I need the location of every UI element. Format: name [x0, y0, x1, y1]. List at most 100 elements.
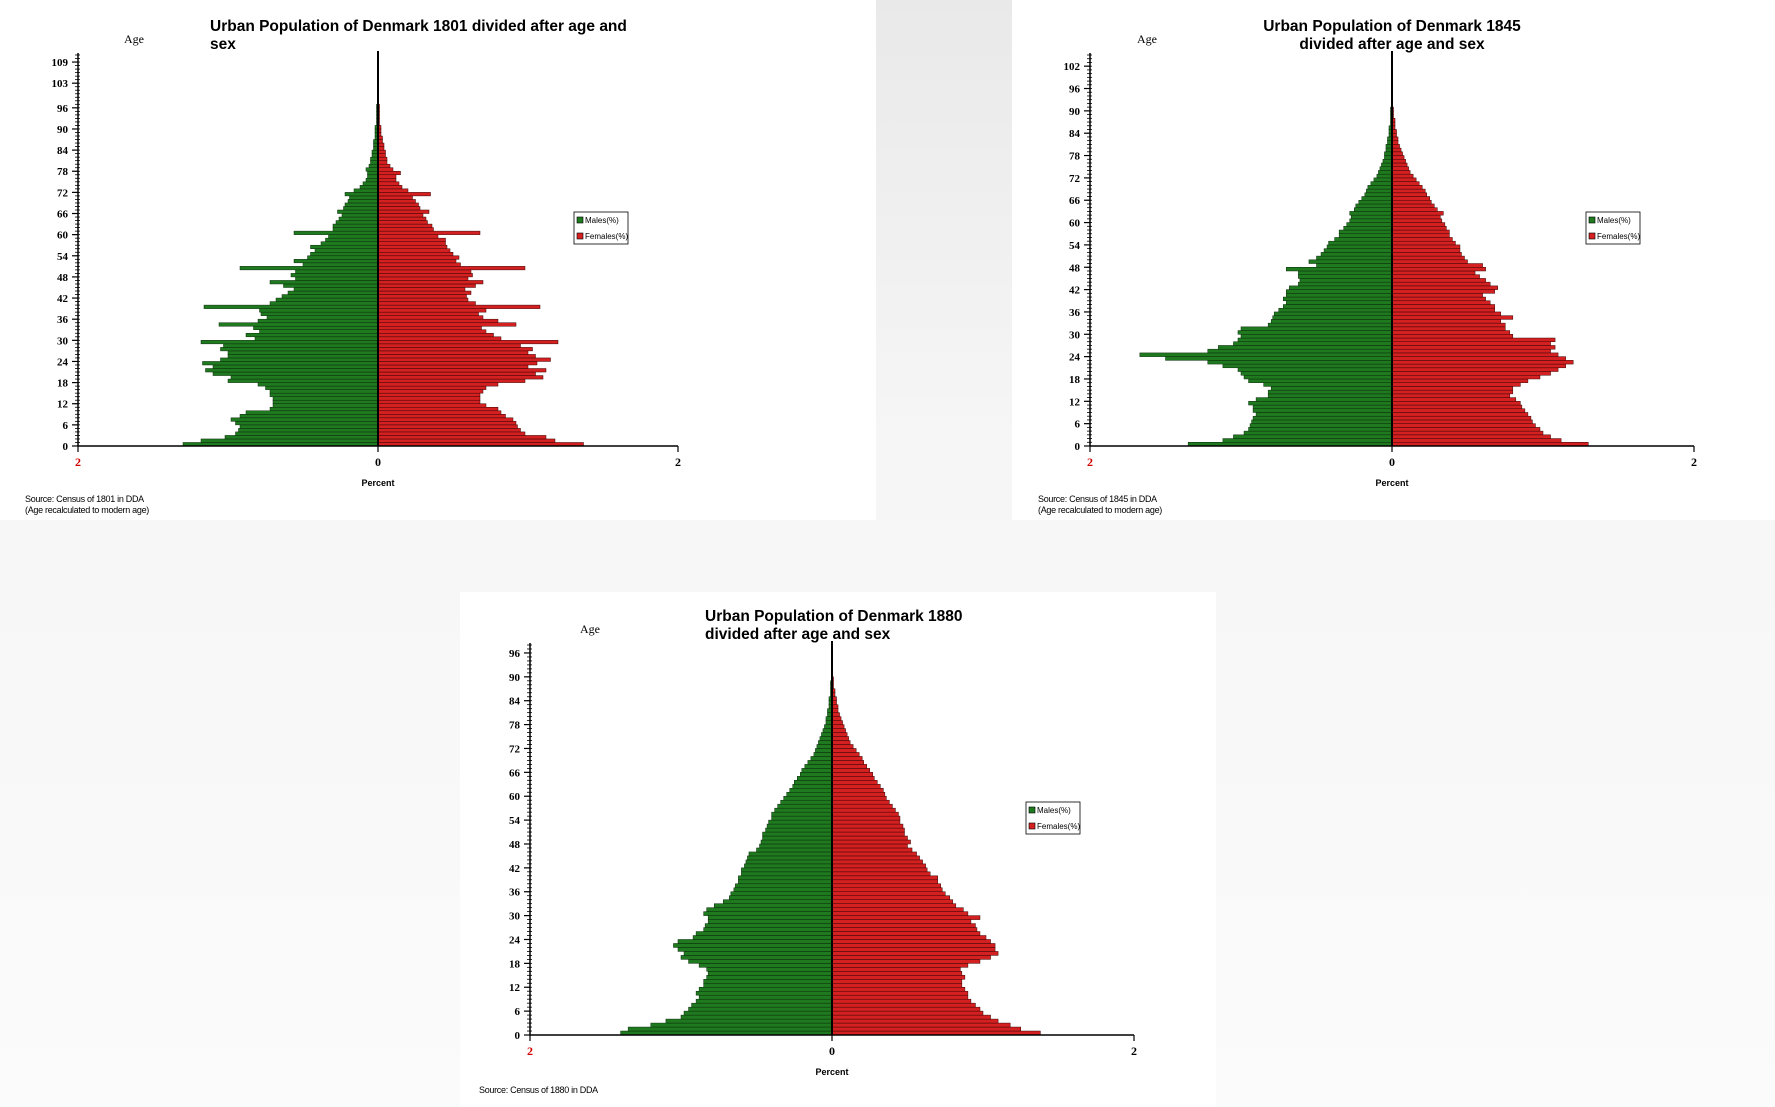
female-bar — [831, 819, 901, 825]
female-bar — [831, 772, 874, 777]
female-bar — [377, 375, 544, 380]
y-tick-label: 90 — [1069, 106, 1081, 118]
female-bar — [1391, 203, 1435, 208]
female-bar — [377, 167, 394, 172]
female-bar — [377, 322, 517, 327]
male-bar — [1243, 374, 1393, 380]
female-bar — [831, 915, 981, 920]
male-bar — [1316, 255, 1393, 261]
female-bar — [1391, 438, 1562, 443]
male-bar — [688, 1006, 833, 1012]
y-tick-label: 30 — [1069, 329, 1081, 341]
male-bar — [370, 160, 379, 165]
female-bar — [1391, 267, 1486, 272]
male-bar — [1249, 423, 1393, 428]
female-bar — [831, 712, 840, 717]
female-bar — [1391, 185, 1423, 190]
female-bar — [831, 947, 996, 952]
male-bar — [257, 318, 379, 323]
female-bar — [1391, 397, 1517, 402]
female-bar — [377, 311, 479, 316]
male-bar — [1334, 237, 1393, 242]
female-bar — [377, 192, 431, 197]
female-bar — [377, 435, 547, 440]
male-bar — [227, 378, 379, 383]
female-bar — [1391, 244, 1461, 249]
female-bar — [1391, 181, 1420, 186]
male-bar — [245, 410, 379, 415]
male-bar — [1382, 159, 1393, 164]
male-bar — [698, 963, 833, 968]
male-bar — [1370, 181, 1393, 186]
female-bar — [1391, 427, 1541, 432]
female-bar — [1391, 393, 1511, 398]
y-tick-label: 48 — [509, 839, 521, 851]
male-bar — [370, 156, 379, 161]
male-bar — [1364, 192, 1393, 197]
female-bar — [831, 939, 991, 944]
male-bar — [695, 931, 833, 936]
y-tick-label: 72 — [509, 743, 521, 755]
male-bar — [1207, 348, 1393, 354]
male-bar — [691, 1002, 833, 1008]
female-bar — [1391, 293, 1483, 298]
male-bar — [683, 951, 833, 956]
male-bar — [343, 206, 379, 211]
female-bar — [1391, 363, 1566, 369]
y-tick-label: 12 — [1069, 396, 1081, 408]
male-bar — [283, 283, 379, 288]
male-bar — [677, 947, 833, 952]
male-bar — [698, 986, 833, 992]
y-tick-label: 66 — [1069, 195, 1081, 207]
male-bar — [1358, 199, 1393, 205]
male-bar — [368, 163, 379, 168]
female-bar — [831, 795, 887, 801]
female-bar — [377, 399, 481, 404]
legend-label: Females(%) — [585, 232, 628, 241]
female-bar — [377, 195, 413, 200]
female-bar — [377, 149, 386, 154]
male-bar — [239, 266, 379, 271]
population-pyramid-1880: Urban Population of Denmark 1880divided … — [509, 608, 1137, 1077]
female-bar — [831, 1010, 984, 1016]
female-bar — [1391, 278, 1486, 283]
female-bar — [377, 178, 397, 183]
male-bar — [1240, 334, 1393, 339]
y-tick-label: 54 — [1069, 240, 1081, 252]
male-bar — [801, 768, 833, 773]
male-bar — [200, 438, 379, 443]
male-bar — [272, 403, 379, 408]
female-bar — [1391, 263, 1483, 268]
female-bar — [1391, 296, 1486, 302]
male-bar — [819, 736, 833, 741]
male-bar — [1286, 300, 1393, 305]
female-bar — [377, 403, 487, 408]
female-bar — [1391, 159, 1406, 164]
female-bar — [831, 827, 905, 833]
female-bar — [831, 744, 854, 749]
female-bar — [831, 986, 966, 992]
male-bar — [692, 935, 833, 940]
male-bar — [335, 220, 379, 225]
male-bar — [328, 234, 379, 239]
y-tick-label: 42 — [509, 863, 521, 875]
female-bar — [831, 927, 978, 932]
x-axis-label: Percent — [815, 1067, 848, 1077]
female-bar — [377, 160, 388, 165]
female-bar — [377, 209, 430, 214]
male-bar — [218, 322, 379, 327]
female-bar — [377, 156, 388, 161]
male-bar — [1298, 270, 1393, 275]
legend-swatch — [576, 232, 584, 240]
male-bar — [673, 943, 833, 948]
female-bar — [377, 188, 409, 193]
female-bar — [831, 1014, 991, 1020]
female-bar — [831, 863, 926, 869]
female-bar — [831, 760, 864, 765]
male-bar — [738, 875, 833, 881]
source-note-1845: Source: Census of 1845 in DDA (Age recal… — [1038, 494, 1162, 516]
female-bar — [1391, 151, 1403, 156]
female-bar — [831, 752, 860, 757]
male-bar — [212, 371, 379, 376]
legend-swatch — [1028, 822, 1036, 830]
